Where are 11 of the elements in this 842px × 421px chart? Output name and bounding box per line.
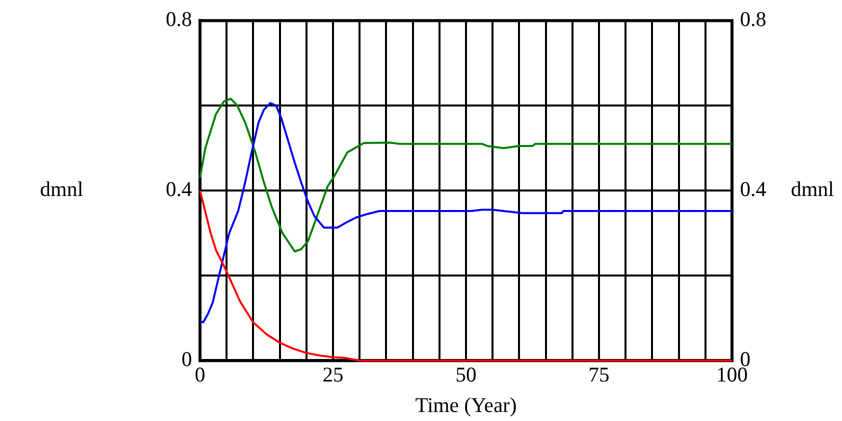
y-tick-label: 0.4 <box>166 177 192 202</box>
y2-axis-title: dmnl <box>790 177 834 202</box>
x-tick-label: 25 <box>322 362 344 387</box>
y2-tick-label: 0.8 <box>740 7 766 32</box>
y-tick-label: 0 <box>182 347 192 372</box>
y2-tick-label: 0.4 <box>740 177 767 202</box>
x-axis-title: Time (Year) <box>415 392 517 417</box>
y-tick-label: 0.8 <box>166 7 192 32</box>
x-tick-label: 75 <box>588 362 610 387</box>
y-axis-title: dmnl <box>40 177 84 202</box>
x-tick-label: 50 <box>456 362 476 387</box>
